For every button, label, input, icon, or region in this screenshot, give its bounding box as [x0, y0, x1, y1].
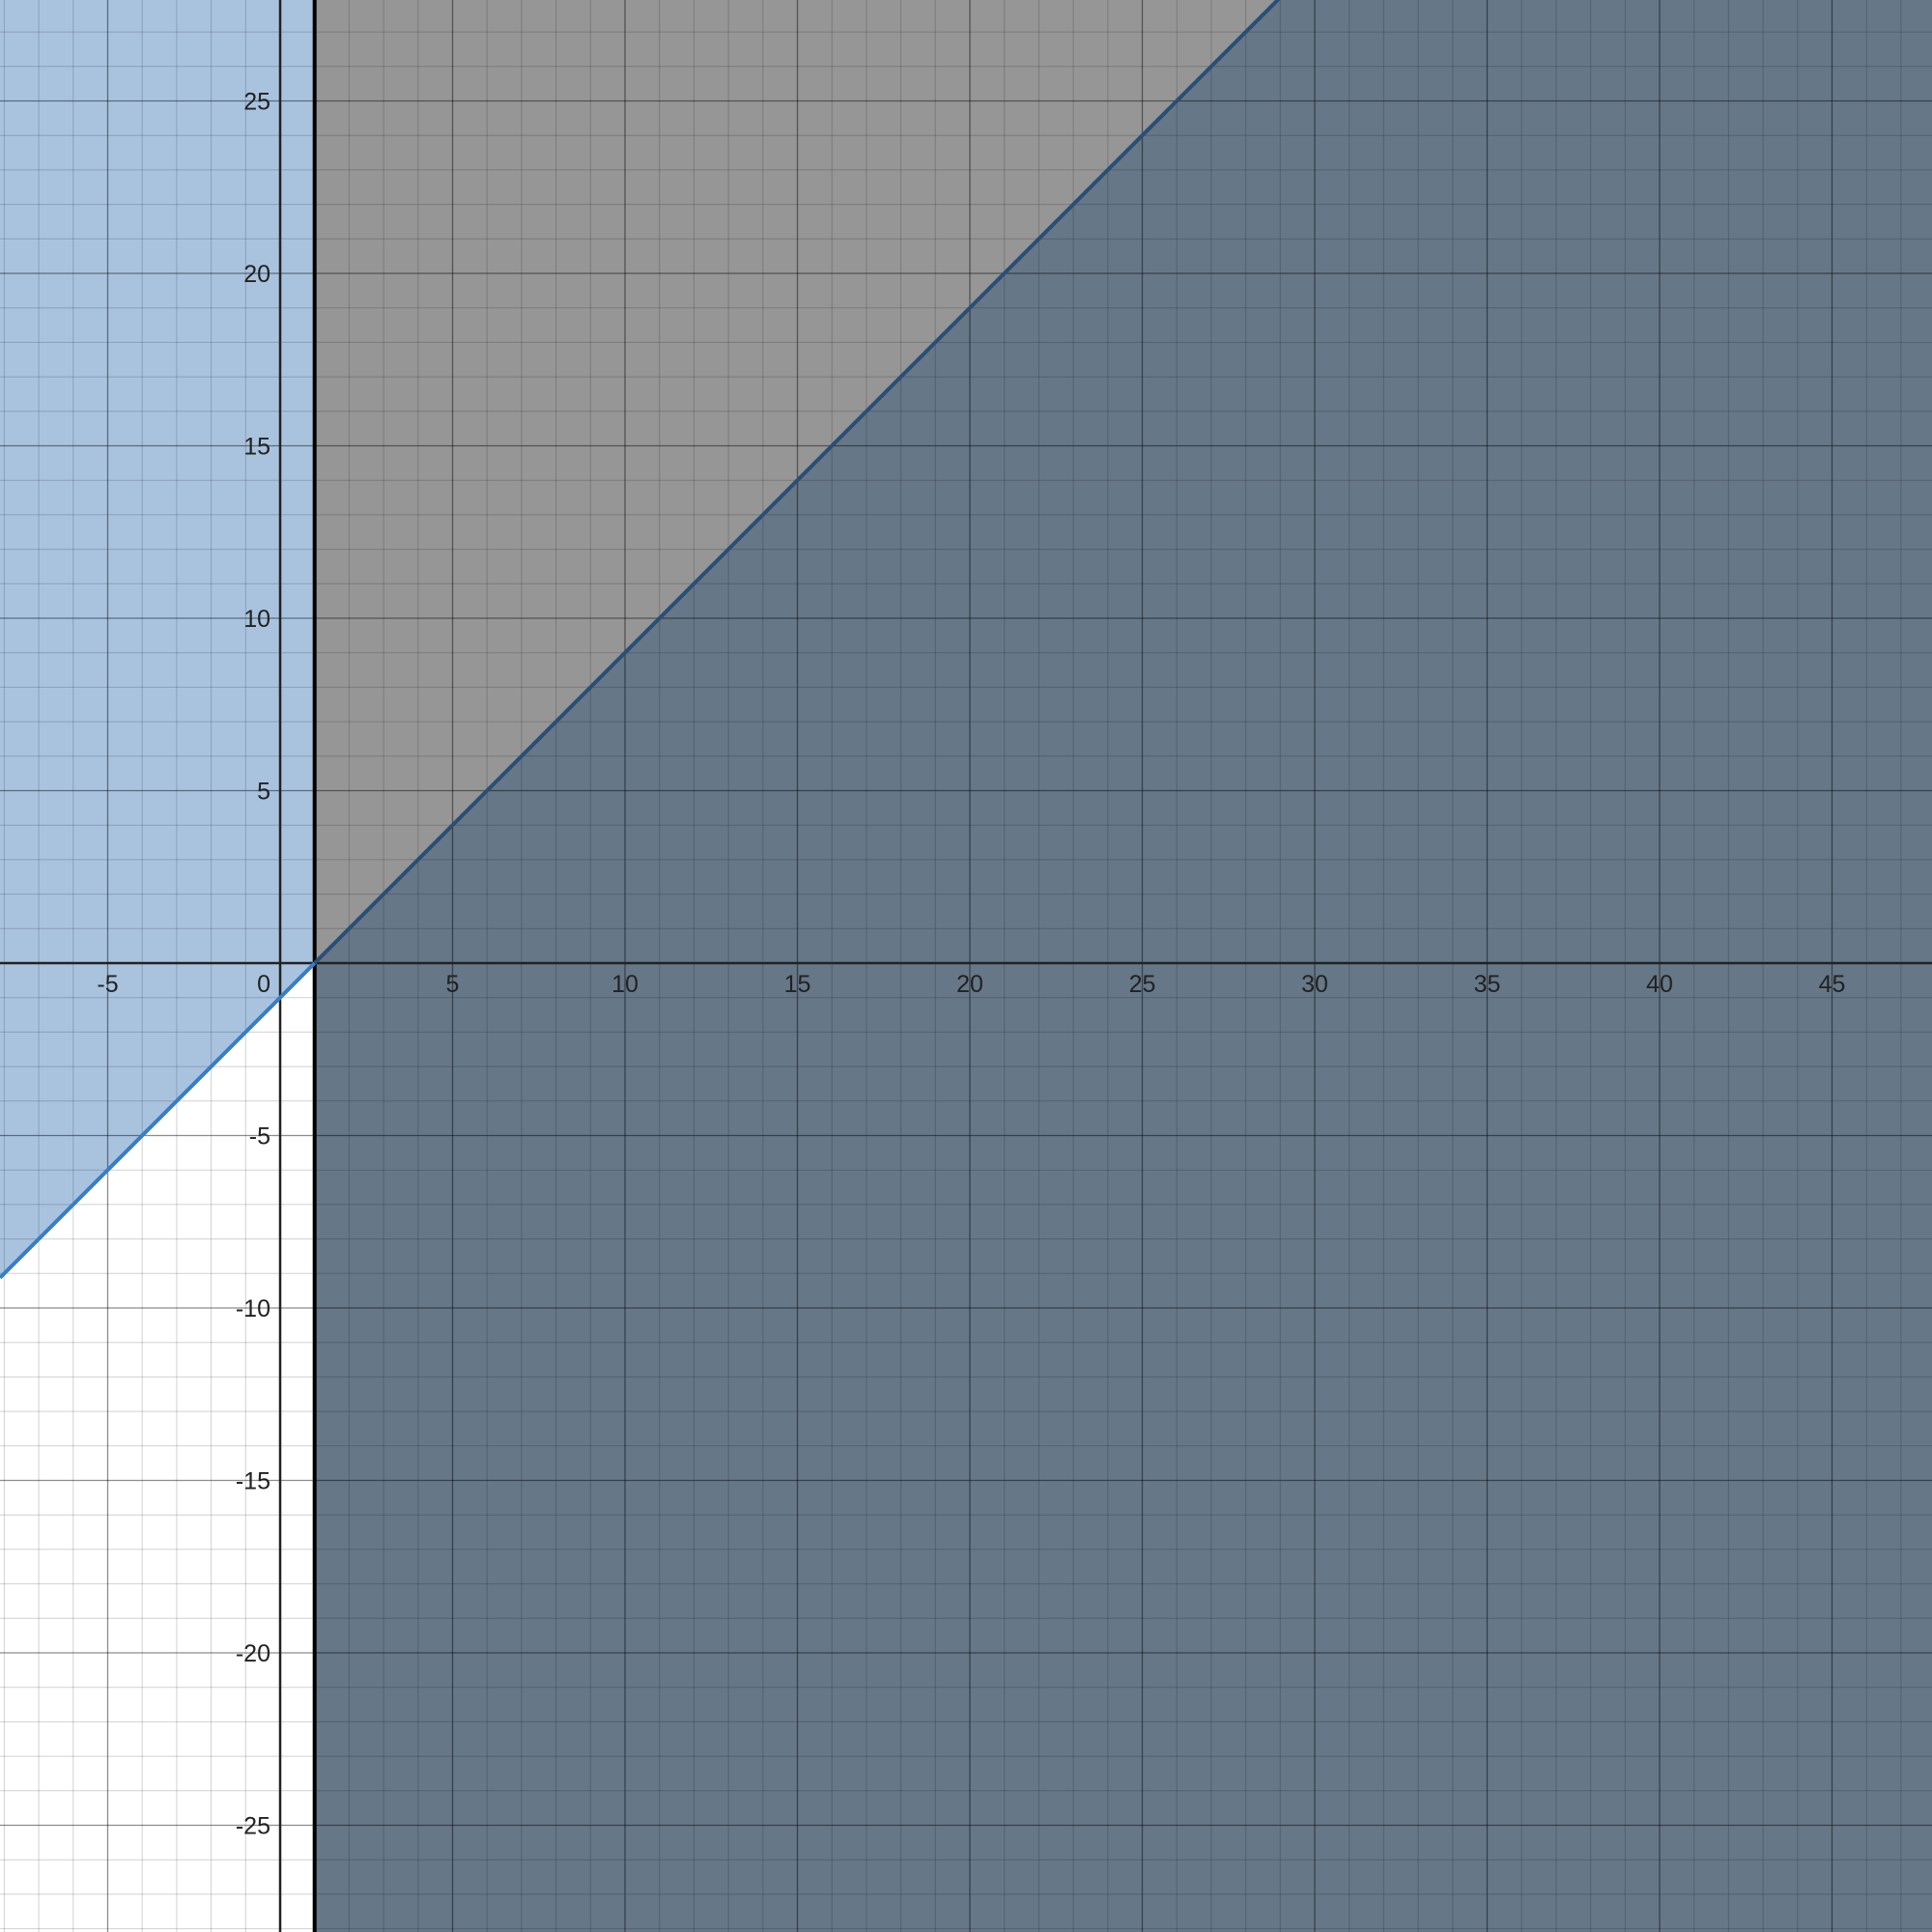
- x-tick-label: 15: [784, 971, 811, 998]
- x-tick-label: -5: [97, 971, 118, 998]
- x-tick-label: 0: [257, 971, 270, 998]
- x-tick-label: 10: [611, 971, 639, 998]
- y-tick-label: -5: [249, 1123, 270, 1151]
- tick-labels: -5 0 5 10 15 20 25 30 35 40 45 25 20 15 10 5 -5 -10 -15 -20…: [97, 89, 1845, 1840]
- x-tick-label: 5: [446, 971, 460, 998]
- y-tick-label: 25: [243, 89, 270, 116]
- x-tick-label: 35: [1474, 971, 1501, 998]
- line-y-equals-x-minus-1-overlap: [313, 0, 1281, 965]
- y-tick-label: -15: [236, 1468, 270, 1495]
- x-tick-label: 20: [956, 971, 983, 998]
- x-tick-label: 40: [1646, 971, 1673, 998]
- overlap-region: [314, 0, 1932, 1932]
- y-tick-label: 5: [257, 779, 270, 806]
- x-tick-label: 45: [1819, 971, 1846, 998]
- x-greater-than-one-region: [314, 0, 1932, 963]
- line-above-region: [0, 0, 315, 1278]
- y-tick-label: -25: [236, 1813, 270, 1840]
- y-tick-label: -10: [236, 1295, 270, 1322]
- y-tick-label: 15: [243, 434, 270, 461]
- y-tick-label: -20: [236, 1640, 270, 1667]
- line-y-equals-x-minus-1: [0, 961, 317, 1280]
- y-tick-label: 20: [243, 261, 270, 288]
- x-tick-label: 30: [1301, 971, 1328, 998]
- x-tick-label: 25: [1129, 971, 1156, 998]
- y-tick-label: 10: [243, 606, 270, 633]
